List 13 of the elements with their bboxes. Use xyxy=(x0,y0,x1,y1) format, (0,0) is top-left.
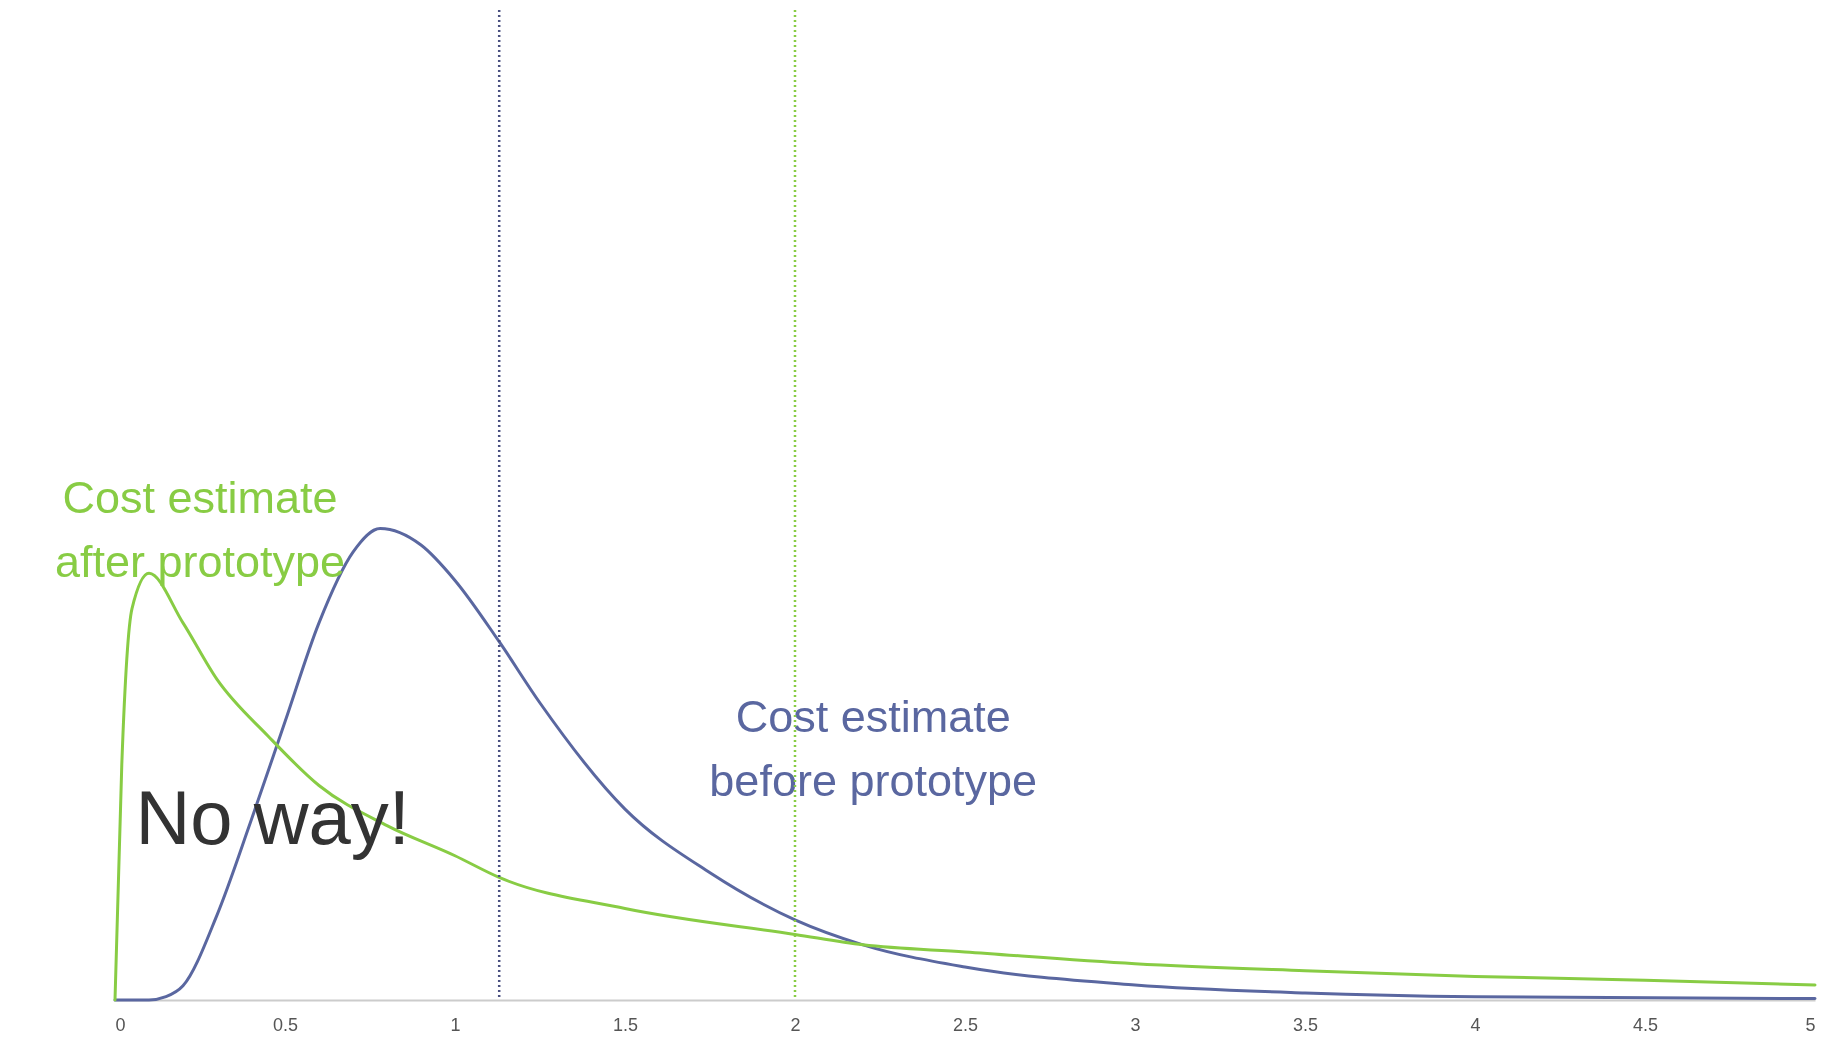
x-tick-label: 2.5 xyxy=(952,1014,979,1035)
x-tick-label: 3 xyxy=(1130,1014,1141,1035)
x-tick-label: 0 xyxy=(115,1014,126,1035)
x-tick-label: 0.5 xyxy=(272,1014,299,1035)
x-tick-label: 5 xyxy=(1805,1014,1816,1035)
x-tick-label: 4.5 xyxy=(1632,1014,1659,1035)
x-tick-label: 3.5 xyxy=(1292,1014,1319,1035)
x-tick-label: 1 xyxy=(450,1014,461,1035)
series-label: Cost estimate after prototype xyxy=(54,472,346,588)
x-tick-label: 1.5 xyxy=(612,1014,639,1035)
x-tick-label: 4 xyxy=(1470,1014,1481,1035)
x-tick-label: 2 xyxy=(790,1014,801,1035)
series-label: Cost estimate before prototype xyxy=(709,690,1038,806)
